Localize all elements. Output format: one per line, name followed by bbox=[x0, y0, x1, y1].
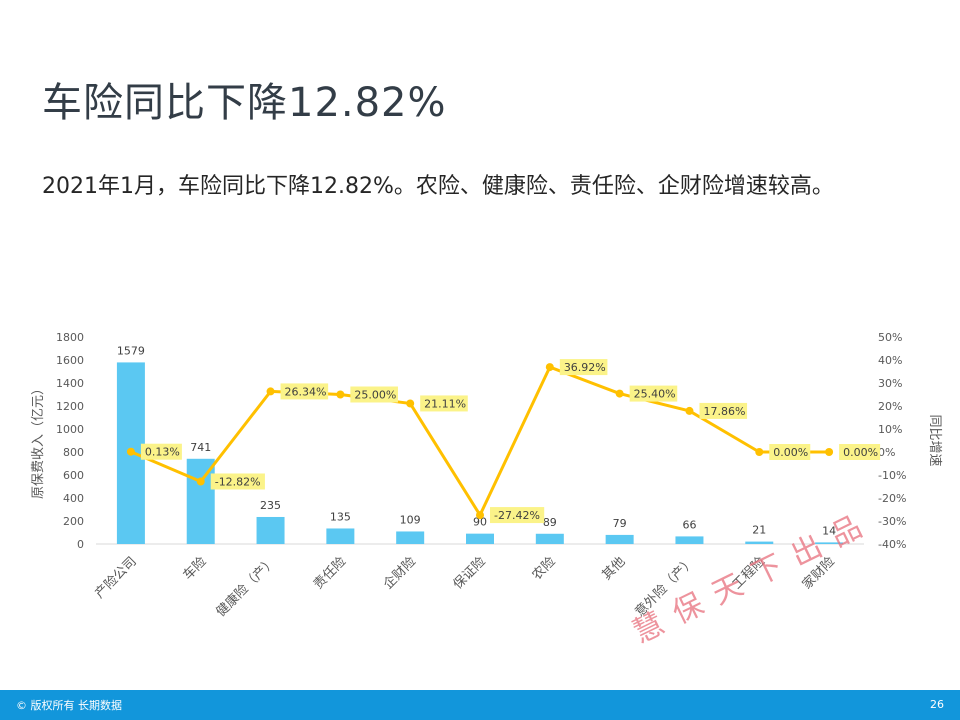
growth-point bbox=[476, 511, 484, 520]
bar-value-label: 89 bbox=[543, 516, 557, 529]
growth-value-label: -27.42% bbox=[494, 509, 540, 522]
growth-label-box bbox=[210, 473, 265, 490]
growth-value-label: 0.00% bbox=[773, 446, 808, 459]
bar bbox=[186, 458, 215, 544]
growth-label-box bbox=[699, 402, 748, 419]
growth-label-box bbox=[350, 386, 398, 403]
bar-value-label: 1579 bbox=[117, 344, 145, 357]
growth-value-label: 0.00% bbox=[843, 446, 878, 459]
y-tick-label: 200 bbox=[63, 515, 84, 528]
growth-label-box bbox=[490, 507, 545, 524]
x-tick-label: 产险公司 bbox=[92, 554, 139, 601]
bar bbox=[326, 528, 355, 544]
growth-value-label: -12.82% bbox=[215, 475, 261, 488]
bar bbox=[815, 542, 844, 544]
footer-bar: © 版权所有 长期数据 26 bbox=[0, 690, 960, 720]
bar-value-label: 90 bbox=[473, 516, 487, 529]
combo-chart: 0 200 400 600 800 1000 1200 1400 1600 1800 -40% -30… bbox=[31, 331, 942, 620]
page-number: 26 bbox=[930, 698, 944, 711]
bar bbox=[605, 534, 634, 544]
bar bbox=[256, 516, 285, 544]
y-tick-label: 600 bbox=[63, 469, 84, 482]
growth-line bbox=[130, 365, 830, 517]
growth-value-label: 25.00% bbox=[354, 389, 396, 402]
x-tick-label: 保证险 bbox=[451, 554, 489, 592]
growth-label-box bbox=[839, 444, 881, 460]
growth-value-label: 0.13% bbox=[145, 446, 180, 459]
growth-point bbox=[126, 447, 135, 456]
growth-label-box bbox=[629, 385, 678, 402]
growth-label-box bbox=[769, 444, 811, 460]
bar-value-label: 235 bbox=[260, 499, 281, 512]
y2-axis-title: 同比增速 bbox=[927, 414, 942, 466]
y-axis-title: 原保费收入（亿元） bbox=[31, 382, 46, 499]
x-tick-label: 企财险 bbox=[380, 554, 419, 593]
y2-tick-label: -30% bbox=[878, 515, 906, 528]
y-tick-label: 400 bbox=[63, 492, 84, 505]
x-tick-label: 责任险 bbox=[311, 554, 349, 592]
growth-point bbox=[755, 448, 764, 456]
y-tick-label: 1200 bbox=[56, 400, 84, 413]
y2-tick-label: -40% bbox=[878, 538, 906, 551]
bar bbox=[466, 533, 494, 544]
bar-value-label: 109 bbox=[400, 513, 421, 526]
bar-value-label: 741 bbox=[190, 441, 211, 454]
growth-label-box bbox=[420, 395, 468, 412]
y-tick-label: 1000 bbox=[56, 423, 84, 436]
y2-tick-label: 20% bbox=[878, 400, 902, 413]
growth-point bbox=[336, 390, 345, 399]
growth-label-box bbox=[280, 383, 329, 400]
y2-tick-label: 50% bbox=[878, 331, 902, 344]
y-tick-label: 1800 bbox=[56, 331, 84, 344]
copyright-text: © 版权所有 长期数据 bbox=[16, 699, 122, 712]
y2-tick-label: 10% bbox=[878, 423, 902, 436]
growth-label-box bbox=[559, 359, 608, 376]
growth-point bbox=[825, 448, 834, 456]
growth-value-label: 26.34% bbox=[285, 385, 327, 398]
y2-tick-label: -10% bbox=[878, 469, 906, 482]
y-tick-label: 0 bbox=[77, 538, 84, 551]
bar bbox=[535, 533, 564, 544]
bar bbox=[745, 541, 774, 544]
slide-body-text: 2021年1月，车险同比下降12.82%。农险、健康险、责任险、企财险增速较高。 bbox=[42, 174, 834, 199]
x-tick-label: 其他 bbox=[599, 554, 628, 583]
x-tick-label: 健康险（产） bbox=[213, 554, 279, 620]
x-tick-label: 车险 bbox=[180, 554, 210, 584]
x-tick-label: 农险 bbox=[530, 554, 559, 583]
bar bbox=[675, 536, 704, 544]
bar-value-label: 79 bbox=[613, 517, 627, 530]
growth-value-label: 17.86% bbox=[703, 405, 745, 418]
y-tick-label: 800 bbox=[63, 446, 84, 459]
growth-label-box bbox=[140, 443, 182, 460]
growth-value-label: 25.40% bbox=[634, 388, 676, 401]
bar-value-label: 21 bbox=[752, 524, 766, 537]
bar-value-label: 135 bbox=[330, 510, 351, 523]
growth-point bbox=[685, 406, 694, 415]
bar-value-label: 14 bbox=[822, 524, 836, 537]
y2-tick-label: 30% bbox=[878, 377, 902, 390]
growth-point bbox=[196, 477, 205, 486]
growth-point bbox=[406, 399, 415, 408]
y2-tick-label: 0% bbox=[878, 446, 895, 459]
y2-tick-label: -20% bbox=[878, 492, 906, 505]
y2-tick-label: 40% bbox=[878, 354, 902, 367]
slide-title: 车险同比下降12.82% bbox=[42, 80, 447, 126]
bar-value-label: 66 bbox=[682, 518, 696, 531]
y-tick-label: 1400 bbox=[56, 377, 84, 390]
growth-value-label: 36.92% bbox=[564, 361, 606, 374]
growth-point bbox=[545, 363, 554, 372]
growth-point bbox=[615, 389, 624, 398]
growth-value-label: 21.11% bbox=[424, 397, 466, 410]
y-tick-label: 1600 bbox=[56, 354, 84, 367]
growth-point bbox=[266, 387, 275, 396]
bar bbox=[396, 531, 425, 544]
